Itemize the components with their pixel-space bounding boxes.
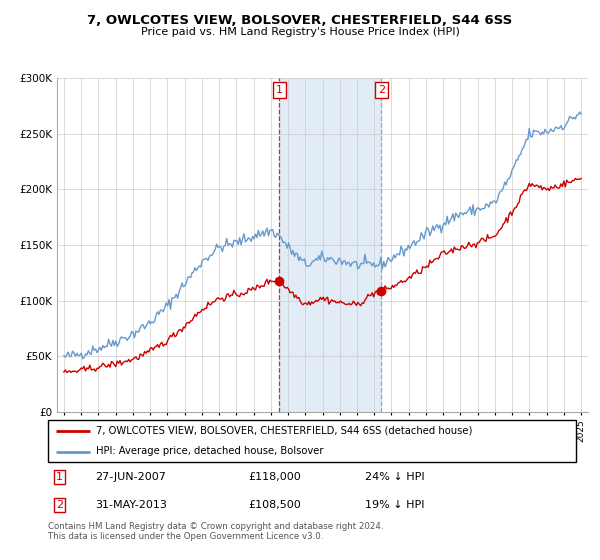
Text: £118,000: £118,000 [248,472,301,482]
Bar [279,78,381,412]
Text: 1: 1 [56,472,63,482]
Text: 7, OWLCOTES VIEW, BOLSOVER, CHESTERFIELD, S44 6SS: 7, OWLCOTES VIEW, BOLSOVER, CHESTERFIELD… [88,14,512,27]
Text: 31-MAY-2013: 31-MAY-2013 [95,500,167,510]
Text: 1: 1 [276,85,283,95]
Text: 27-JUN-2007: 27-JUN-2007 [95,472,166,482]
Text: HPI: Average price, detached house, Bolsover: HPI: Average price, detached house, Bols… [95,446,323,456]
Text: £108,500: £108,500 [248,500,301,510]
FancyBboxPatch shape [48,420,576,462]
Text: 2: 2 [56,500,63,510]
Text: 24% ↓ HPI: 24% ↓ HPI [365,472,424,482]
Text: 19% ↓ HPI: 19% ↓ HPI [365,500,424,510]
Text: 7, OWLCOTES VIEW, BOLSOVER, CHESTERFIELD, S44 6SS (detached house): 7, OWLCOTES VIEW, BOLSOVER, CHESTERFIELD… [95,426,472,436]
Text: 2: 2 [378,85,385,95]
Text: Price paid vs. HM Land Registry's House Price Index (HPI): Price paid vs. HM Land Registry's House … [140,27,460,37]
Text: Contains HM Land Registry data © Crown copyright and database right 2024.
This d: Contains HM Land Registry data © Crown c… [48,522,383,542]
